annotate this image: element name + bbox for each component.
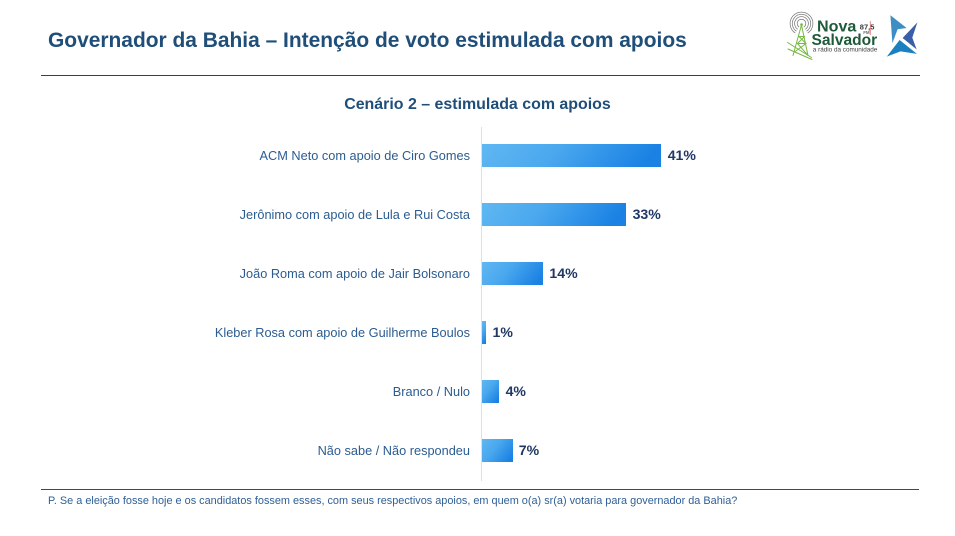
svg-text:Salvador: Salvador (812, 32, 878, 49)
svg-text:a rádio da comunidade: a rádio da comunidade (813, 47, 878, 54)
svg-text:Nova: Nova (817, 18, 857, 36)
svg-text:FM: FM (863, 30, 870, 35)
svg-text:87,5: 87,5 (860, 23, 875, 32)
